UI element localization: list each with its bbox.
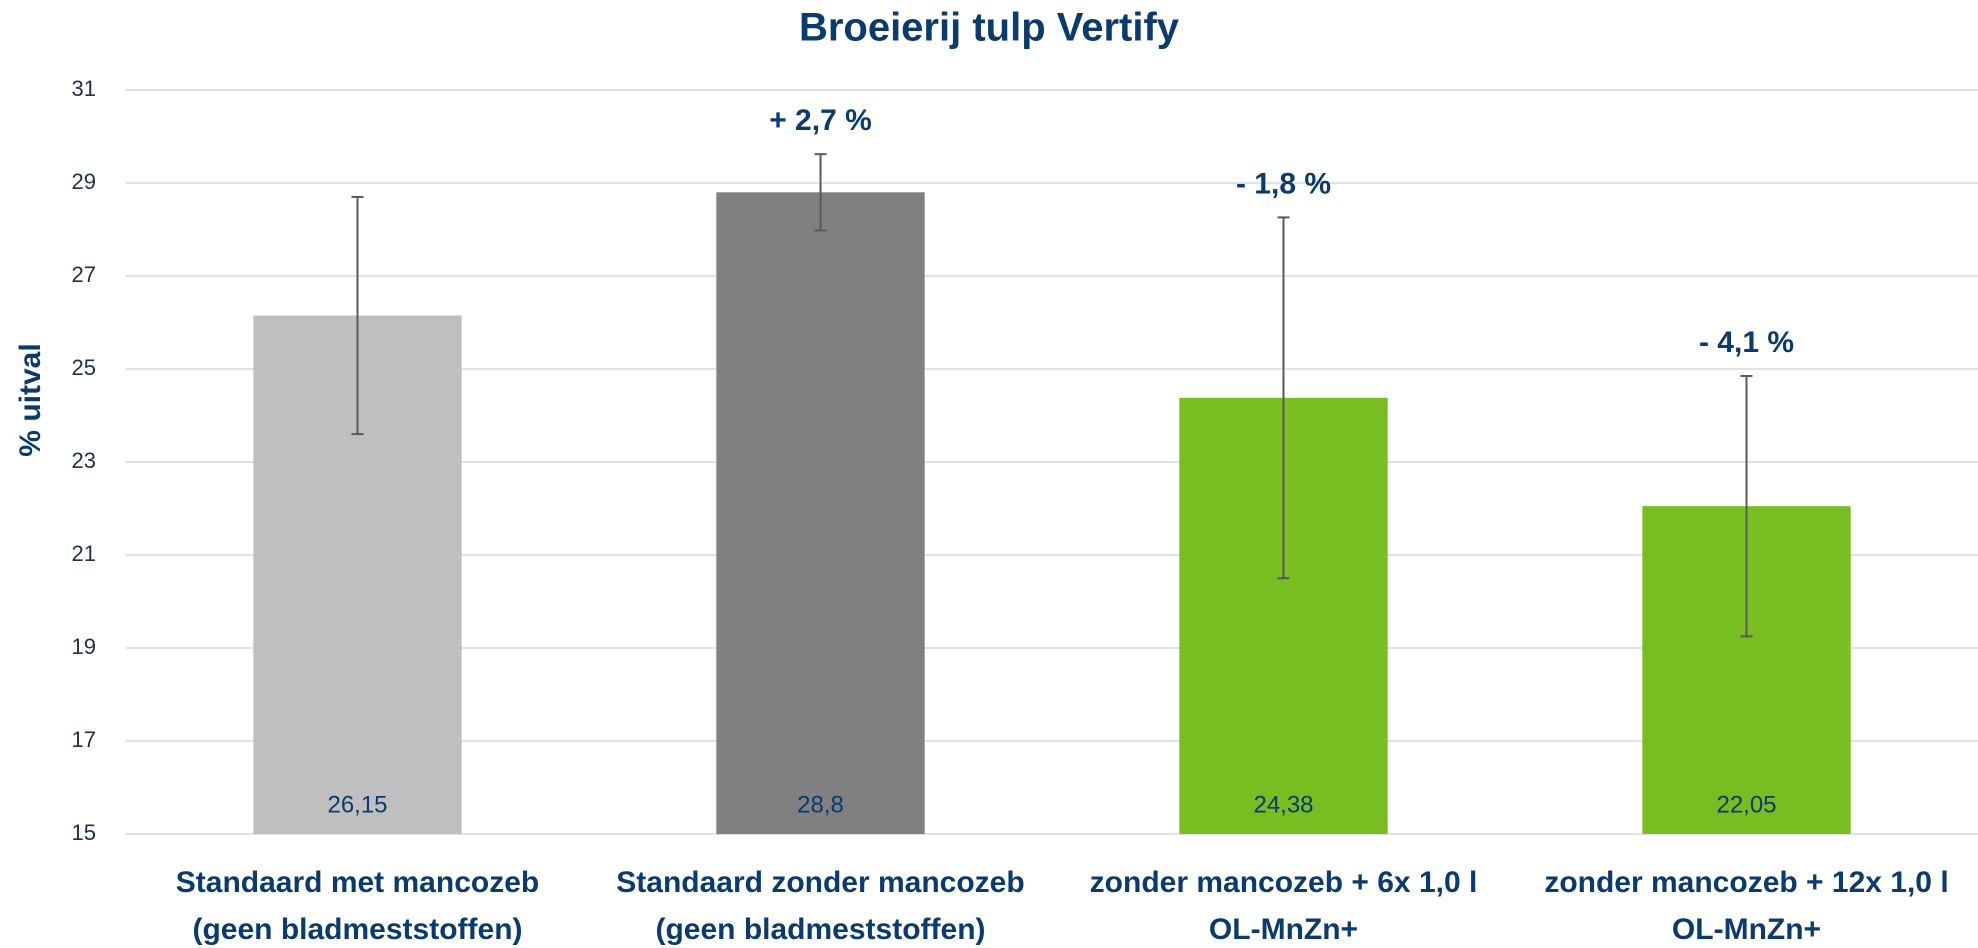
y-tick-label: 21 (72, 541, 96, 566)
y-tick-label: 15 (72, 820, 96, 845)
x-tick-label: Standaard zonder mancozeb (616, 866, 1024, 899)
value-label: 28,8 (797, 791, 844, 818)
y-tick-label: 29 (72, 169, 96, 194)
x-tick-label: (geen bladmeststoffen) (192, 913, 522, 946)
y-tick-label: 19 (72, 634, 96, 659)
y-tick-label: 25 (72, 355, 96, 380)
x-tick-label: (geen bladmeststoffen) (655, 913, 985, 946)
x-tick-label: OL-MnZn+ (1672, 913, 1821, 946)
value-label: 24,38 (1253, 791, 1313, 818)
x-tick-label: Standaard met mancozeb (176, 866, 539, 899)
annotation: + 2,7 % (769, 104, 872, 137)
x-tick-label: zonder mancozeb + 6x 1,0 l (1090, 866, 1478, 899)
y-axis-label: % uitval (14, 343, 47, 456)
bar (716, 192, 925, 835)
value-label: 22,05 (1716, 791, 1776, 818)
y-tick-label: 17 (72, 727, 96, 752)
x-tick-label: zonder mancozeb + 12x 1,0 l (1544, 866, 1948, 899)
value-label: 26,15 (327, 791, 387, 818)
annotation: - 1,8 % (1236, 167, 1331, 200)
chart-title: Broeierij tulp Vertify (799, 6, 1180, 50)
y-tick-label: 27 (72, 262, 96, 287)
annotation: - 4,1 % (1699, 326, 1794, 359)
x-tick-label: OL-MnZn+ (1209, 913, 1358, 946)
y-tick-label: 23 (72, 448, 96, 473)
y-tick-label: 31 (72, 76, 96, 101)
